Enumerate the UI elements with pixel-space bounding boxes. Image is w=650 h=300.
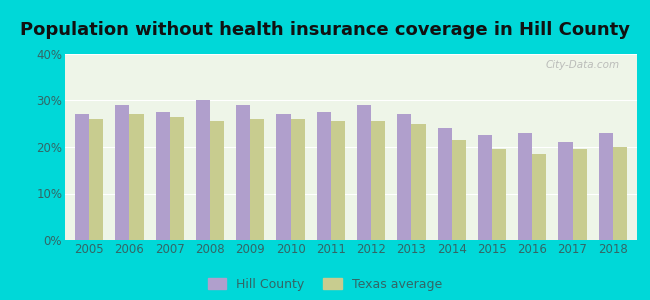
Bar [518,133,532,240]
Bar [397,114,411,240]
Bar [437,128,452,240]
Text: City-Data.com: City-Data.com [546,60,620,70]
Bar [371,122,385,240]
Bar [291,119,305,240]
Bar [492,149,506,240]
Bar [331,122,345,240]
Bar [115,105,129,240]
Bar [357,105,371,240]
Bar [452,140,466,240]
Legend: Hill County, Texas average: Hill County, Texas average [207,278,443,291]
Bar [210,122,224,240]
Bar [317,112,331,240]
Bar [89,119,103,240]
Bar [75,114,89,240]
Bar [250,119,265,240]
Bar [478,135,492,240]
Bar [170,117,184,240]
Bar [196,100,210,240]
Bar [613,147,627,240]
Bar [599,133,613,240]
Bar [573,149,587,240]
Bar [558,142,573,240]
Text: Population without health insurance coverage in Hill County: Population without health insurance cove… [20,21,630,39]
Bar [155,112,170,240]
Bar [129,114,144,240]
Bar [236,105,250,240]
Bar [532,154,547,240]
Bar [411,124,426,240]
Bar [276,114,291,240]
